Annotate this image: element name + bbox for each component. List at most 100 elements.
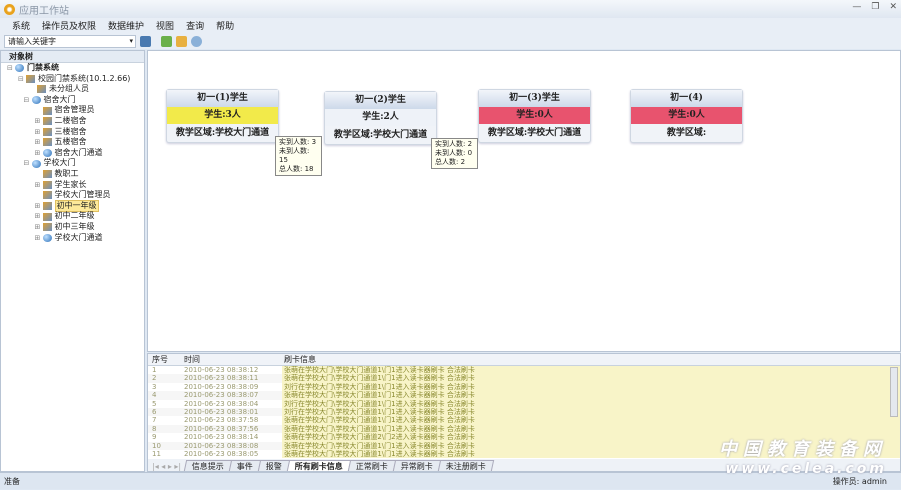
expand-toggle-icon[interactable]: ⊟: [18, 74, 24, 83]
user-icon[interactable]: [191, 35, 202, 47]
menu-help[interactable]: 帮助: [216, 22, 235, 32]
operator-label: 操作员: admin: [832, 477, 887, 486]
card-students: 学生:0人: [479, 107, 590, 124]
tree-item[interactable]: ⊞ 初中二年级: [1, 211, 144, 222]
expand-toggle-icon[interactable]: ⊞: [34, 222, 41, 231]
tab-label: 异常刷卡: [400, 462, 433, 471]
tab-1[interactable]: 事件: [228, 460, 262, 471]
log-row[interactable]: 3 2010-06-23 08:38:09 刘行在学校大门\学校大门通道1\门1进入…: [148, 382, 900, 392]
tab-3[interactable]: 所有刷卡信息: [286, 460, 352, 471]
tree-item[interactable]: ⊞ 学校大门通道: [1, 233, 144, 244]
tab-4[interactable]: 正常刷卡: [347, 460, 397, 471]
menu-operators[interactable]: 操作员及权限: [42, 22, 97, 32]
tree-item[interactable]: ⊞ 学生家长: [1, 180, 144, 191]
log-row[interactable]: 11 2010-06-23 08:38:05 张萌在学校大门\学校大门通道1\门1进…: [148, 449, 900, 459]
expand-toggle-icon[interactable]: ⊞: [34, 138, 41, 147]
tree-item-label: 学校大门管理员: [54, 190, 111, 200]
group-icon: [42, 138, 52, 147]
log-row[interactable]: 5 2010-06-23 08:38:04 刘行在学校大门\学校大门通道1\门1进入…: [148, 399, 900, 408]
log-info: 刘行在学校大门\学校大门通道1\门1进入读卡器刷卡 合法刷卡: [282, 382, 900, 392]
refresh-icon[interactable]: [161, 35, 172, 47]
group-icon: [42, 106, 52, 115]
search-image-icon[interactable]: [140, 35, 151, 47]
menu-query[interactable]: 查询: [186, 22, 205, 32]
tooltip-line: 实到人数: 3: [279, 138, 317, 146]
tree-item[interactable]: ⊞ 宿舍大门通道: [1, 148, 144, 159]
menu-view[interactable]: 视图: [156, 22, 175, 32]
tree-item[interactable]: ⊞ 初中一年级: [1, 199, 144, 213]
vertical-scrollbar[interactable]: [890, 367, 898, 417]
tree-item[interactable]: ⊟ 宿舍大门: [1, 95, 144, 106]
log-time: 2010-06-23 08:38:11: [184, 374, 259, 383]
tree-item-label: 三楼宿舍: [54, 126, 87, 136]
menu-system[interactable]: 系统: [12, 22, 31, 32]
folder-icon[interactable]: [176, 35, 187, 47]
log-index: 3: [152, 382, 157, 391]
tree-item[interactable]: ⊞ 五楼宿舍: [1, 137, 144, 148]
tree-item-label: 门禁系统: [27, 63, 59, 72]
log-row[interactable]: 9 2010-06-23 08:38:14 张萌在学校大门\学校大门通道2\门2进入…: [148, 433, 900, 442]
tree-item-label: 学生家长: [54, 179, 87, 189]
title-bar: 应用工作站 — ❐ ✕: [0, 0, 901, 18]
log-row[interactable]: 7 2010-06-23 08:37:58 张萌在学校大门\学校大门通道1\门1进入…: [148, 416, 900, 425]
log-row[interactable]: 6 2010-06-23 08:38:01 刘行在学校大门\学校大门通道1\门1进入…: [148, 407, 900, 417]
tree-item[interactable]: 学校大门管理员: [1, 190, 144, 201]
search-input[interactable]: 请输入关键字: [4, 34, 136, 48]
card-students: 学生:0人: [631, 107, 742, 124]
tree-item[interactable]: ⊞ 初中三年级: [1, 222, 144, 233]
maximize-button[interactable]: ❐: [871, 2, 880, 12]
tab-5[interactable]: 异常刷卡: [392, 460, 442, 471]
close-button[interactable]: ✕: [889, 2, 897, 12]
menu-bar: 系统 操作员及权限 数据维护 视图 查询 帮助: [0, 18, 901, 33]
log-row[interactable]: 8 2010-06-23 08:37:56 张萌在学校大门\学校大门通道1\门1进入…: [148, 424, 900, 434]
tab-2[interactable]: 报警: [257, 460, 291, 471]
log-row[interactable]: 2 2010-06-23 08:38:11 张萌在学校大门\学校大门通道1\门1进入…: [148, 374, 900, 383]
log-index: 6: [152, 407, 157, 416]
tree-item[interactable]: ⊟ 门禁系统: [1, 63, 144, 74]
log-time: 2010-06-23 08:38:12: [184, 366, 259, 374]
log-row[interactable]: 10 2010-06-23 08:38:08 张萌在学校大门\学校大门通道1\门1进…: [148, 441, 900, 450]
log-row[interactable]: 4 2010-06-23 08:38:07 张萌在学校大门\学校大门通道1\门1进入…: [148, 391, 900, 400]
tab-nav-arrows[interactable]: |◂ ◂ ▸ ▸|: [152, 462, 182, 471]
tree-item-label: 二楼宿舍: [54, 115, 87, 125]
expand-toggle-icon[interactable]: ⊞: [34, 116, 41, 125]
log-index: 11: [152, 449, 161, 458]
tab-0[interactable]: 信息提示: [183, 460, 233, 471]
expand-toggle-icon[interactable]: ⊞: [34, 212, 41, 221]
globe-icon: [31, 96, 41, 105]
class-card[interactable]: 初一(4) 学生:0人 教学区域:: [630, 89, 743, 143]
tree-item[interactable]: 教职工: [1, 169, 144, 180]
minimize-button[interactable]: —: [852, 2, 862, 12]
col-info[interactable]: 刷卡信息: [284, 355, 316, 364]
logo-icon: [15, 64, 24, 73]
tab-6[interactable]: 未注册刷卡: [437, 460, 495, 471]
tree-item[interactable]: ⊟ 学校大门: [1, 158, 144, 169]
tree-item-label: 学校大门: [43, 158, 76, 168]
class-card[interactable]: 初一(3)学生 学生:0人 教学区域:学校大门通道: [478, 89, 591, 143]
monitor-area: 初一(1)学生 学生:3人 教学区域:学校大门通道 初一(2)学生 学生:2人 教学区域:…: [147, 50, 901, 352]
expand-toggle-icon[interactable]: ⊞: [34, 233, 41, 242]
log-row[interactable]: 1 2010-06-23 08:38:12 张萌在学校大门\学校大门通道1\门1进入…: [148, 366, 900, 375]
expand-toggle-icon[interactable]: ⊞: [34, 180, 41, 189]
class-card[interactable]: 初一(1)学生 学生:3人 教学区域:学校大门通道: [166, 89, 279, 143]
expand-toggle-icon[interactable]: ⊞: [34, 148, 41, 157]
tree-item[interactable]: 宿舍管理员: [1, 105, 144, 116]
tree-item[interactable]: 未分组人员: [1, 84, 144, 95]
expand-toggle-icon[interactable]: ⊟: [23, 95, 30, 104]
attendance-tooltip: 实到人数: 3 未到人数: 15 总人数: 18: [275, 136, 322, 176]
tree-item[interactable]: ⊞ 三楼宿舍: [1, 127, 144, 138]
col-index[interactable]: 序号: [152, 355, 168, 364]
expand-toggle-icon[interactable]: ⊞: [34, 201, 41, 210]
expand-toggle-icon[interactable]: ⊟: [7, 64, 13, 72]
class-card[interactable]: 初一(2)学生 学生:2人 教学区域:学校大门通道: [324, 91, 437, 145]
tree-item-label: 宿舍管理员: [54, 105, 95, 115]
tree-item[interactable]: ⊞ 二楼宿舍: [1, 116, 144, 127]
menu-data[interactable]: 数据维护: [108, 22, 145, 32]
expand-toggle-icon[interactable]: ⊞: [34, 127, 41, 136]
expand-toggle-icon[interactable]: ⊟: [23, 159, 30, 168]
globe-icon: [42, 149, 52, 158]
col-time[interactable]: 时间: [184, 355, 200, 364]
group-icon: [42, 170, 52, 179]
tree-item-label: 学校大门通道: [54, 232, 103, 242]
tree-item[interactable]: ⊟ 校园门禁系统(10.1.2.66): [1, 74, 144, 85]
